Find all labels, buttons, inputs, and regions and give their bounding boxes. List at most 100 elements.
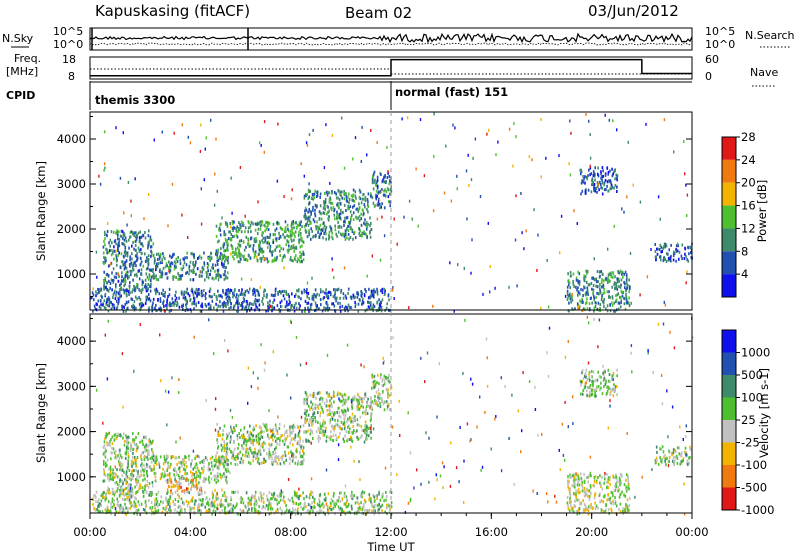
range-cell [290,303,293,307]
range-cell [326,408,329,412]
range-cell [327,512,330,516]
range-cell [125,294,128,298]
range-cell [341,394,344,398]
range-cell [240,457,243,461]
range-cell [586,286,589,290]
range-cell [269,249,271,253]
range-cell [261,239,263,243]
range-cell [166,473,169,477]
range-cell [603,188,606,192]
range-cell [115,263,118,267]
range-cell [381,383,384,387]
range-cell [612,276,614,280]
range-cell [283,442,286,446]
range-cell [225,462,227,466]
range-cell [303,430,306,434]
range-cell [275,509,277,513]
range-cell [376,195,378,198]
range-cell [140,268,143,272]
range-cell [247,503,249,507]
range-cell [126,492,129,496]
range-cell [237,446,239,450]
range-cell [616,185,618,189]
range-cell [147,263,150,267]
range-cell [176,302,179,306]
range-cell [136,483,138,487]
range-cell [602,169,604,173]
range-cell [245,299,248,303]
range-cell [154,475,157,479]
range-cell [103,299,106,303]
range-cell [343,491,346,495]
range-cell [301,460,303,464]
range-cell [672,258,675,262]
range-cell [275,426,277,430]
range-cell [269,299,271,303]
range-cell [202,293,204,297]
range-cell [124,279,127,283]
range-cell [104,497,106,500]
range-cell [366,509,368,513]
range-cell [259,220,261,224]
range-cell [352,218,355,221]
range-cell [130,442,132,446]
range-cell [109,473,112,477]
range-cell [294,508,297,512]
range-cell [110,307,113,311]
range-cell [319,402,321,406]
range-cell [166,478,169,482]
range-cell [218,459,220,463]
range-cell [456,187,458,191]
range-cell [141,462,143,466]
range-cell [253,239,256,243]
range-cell [224,460,226,464]
range-cell [171,301,174,305]
range-cell [173,503,175,507]
range-cell [330,229,333,233]
range-cell [302,240,305,244]
range-cell [303,458,305,462]
range-cell [361,302,364,306]
mode-label-2: normal (fast) 151 [395,85,508,99]
range-cell [149,440,151,444]
range-cell [239,166,242,169]
range-cell [122,482,124,486]
range-cell [119,480,121,484]
range-cell [268,442,270,446]
range-cell [169,301,171,305]
range-cell [110,301,112,304]
range-cell [329,418,332,422]
range-cell [568,301,570,305]
range-cell [568,309,571,313]
range-cell [137,481,140,484]
range-cell [570,294,572,298]
range-cell [186,287,188,291]
range-cell [579,172,582,176]
range-cell [659,255,661,259]
range-cell [115,242,117,246]
range-cell [307,301,310,305]
range-cell [107,289,110,293]
range-cell [199,309,202,313]
range-cell [586,297,588,301]
range-cell [286,434,289,438]
range-cell [348,510,350,514]
range-cell [362,232,364,236]
range-cell [677,244,679,248]
range-cell [306,288,308,291]
range-cell [252,455,255,459]
range-cell [185,298,187,302]
range-cell [362,301,365,305]
range-cell [357,437,360,441]
range-cell [335,423,337,427]
range-cell [204,491,206,494]
range-cell [115,436,118,440]
range-cell [129,231,132,234]
range-cell [389,179,391,183]
range-cell [163,475,165,479]
range-cell [281,289,284,293]
range-cell [304,306,306,310]
range-cell [296,260,299,264]
range-cell [278,222,280,226]
range-cell [566,289,569,293]
